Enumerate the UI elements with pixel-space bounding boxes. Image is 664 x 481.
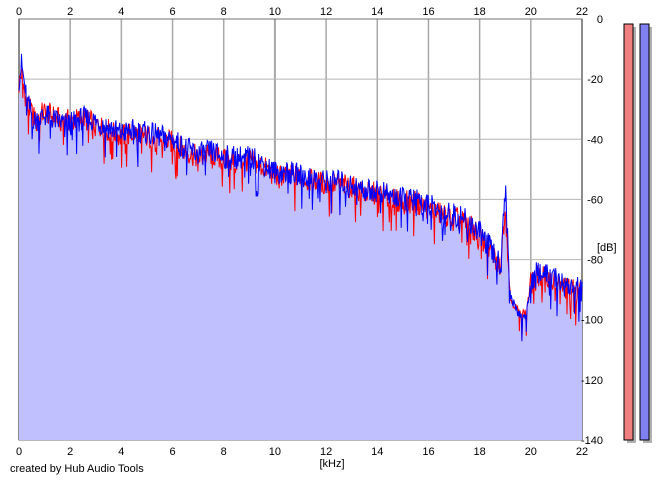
y-tick-label: -40 — [587, 134, 603, 146]
y-tick-label: -60 — [587, 194, 603, 206]
x-tick-label-top: 16 — [422, 6, 434, 18]
y-unit-label: [dB] — [597, 242, 617, 254]
x-tick-label-top: 8 — [221, 6, 227, 18]
y-tick-label: -140 — [581, 435, 603, 447]
spectrum-area — [19, 53, 582, 441]
x-tick-label-bottom: 4 — [118, 446, 124, 458]
x-unit-label: [kHz] — [319, 458, 344, 470]
x-ticks-top: 0 2 4 6 8 10 12 14 16 18 20 22 — [16, 6, 588, 18]
x-tick-label-top: 6 — [169, 6, 175, 18]
x-tick-label-top: 14 — [371, 6, 383, 18]
x-tick-label-bottom: 22 — [576, 446, 588, 458]
x-tick-label-bottom: 8 — [221, 446, 227, 458]
x-tick-label-top: 20 — [525, 6, 537, 18]
x-tick-label-top: 4 — [118, 6, 124, 18]
series-line — [18, 53, 583, 342]
x-tick-label-bottom: 18 — [474, 446, 486, 458]
x-ticks-bottom: 0 2 4 6 8 10 12 14 16 18 20 22 — [16, 446, 588, 458]
x-tick-label-bottom: 20 — [525, 446, 537, 458]
spectrum-lines — [18, 53, 583, 342]
x-tick-label-bottom: 14 — [371, 446, 383, 458]
y-ticks: 0 -20 -40 -60 -80 -100 -120 -140 — [581, 14, 603, 447]
x-tick-label-top: 22 — [576, 6, 588, 18]
x-tick-label-bottom: 0 — [16, 446, 22, 458]
x-tick-label-top: 0 — [16, 6, 22, 18]
y-tick-label: -20 — [587, 74, 603, 86]
level-meter-bar — [639, 23, 650, 441]
x-tick-label-top: 12 — [320, 6, 332, 18]
x-tick-label-bottom: 16 — [422, 446, 434, 458]
spectrum-fill — [19, 53, 582, 441]
y-tick-label: -100 — [581, 315, 603, 327]
level-meter-bar — [623, 23, 634, 441]
x-tick-label-top: 18 — [474, 6, 486, 18]
y-tick-label: -120 — [581, 375, 603, 387]
x-tick-label-bottom: 12 — [320, 446, 332, 458]
credit-text: created by Hub Audio Tools — [10, 463, 144, 475]
x-tick-label-bottom: 2 — [67, 446, 73, 458]
x-tick-label-bottom: 10 — [269, 446, 281, 458]
x-tick-label-bottom: 6 — [169, 446, 175, 458]
level-meters — [623, 23, 652, 443]
x-tick-label-top: 10 — [269, 6, 281, 18]
y-tick-label: 0 — [597, 14, 603, 26]
x-tick-label-top: 2 — [67, 6, 73, 18]
y-tick-label: -80 — [587, 255, 603, 267]
